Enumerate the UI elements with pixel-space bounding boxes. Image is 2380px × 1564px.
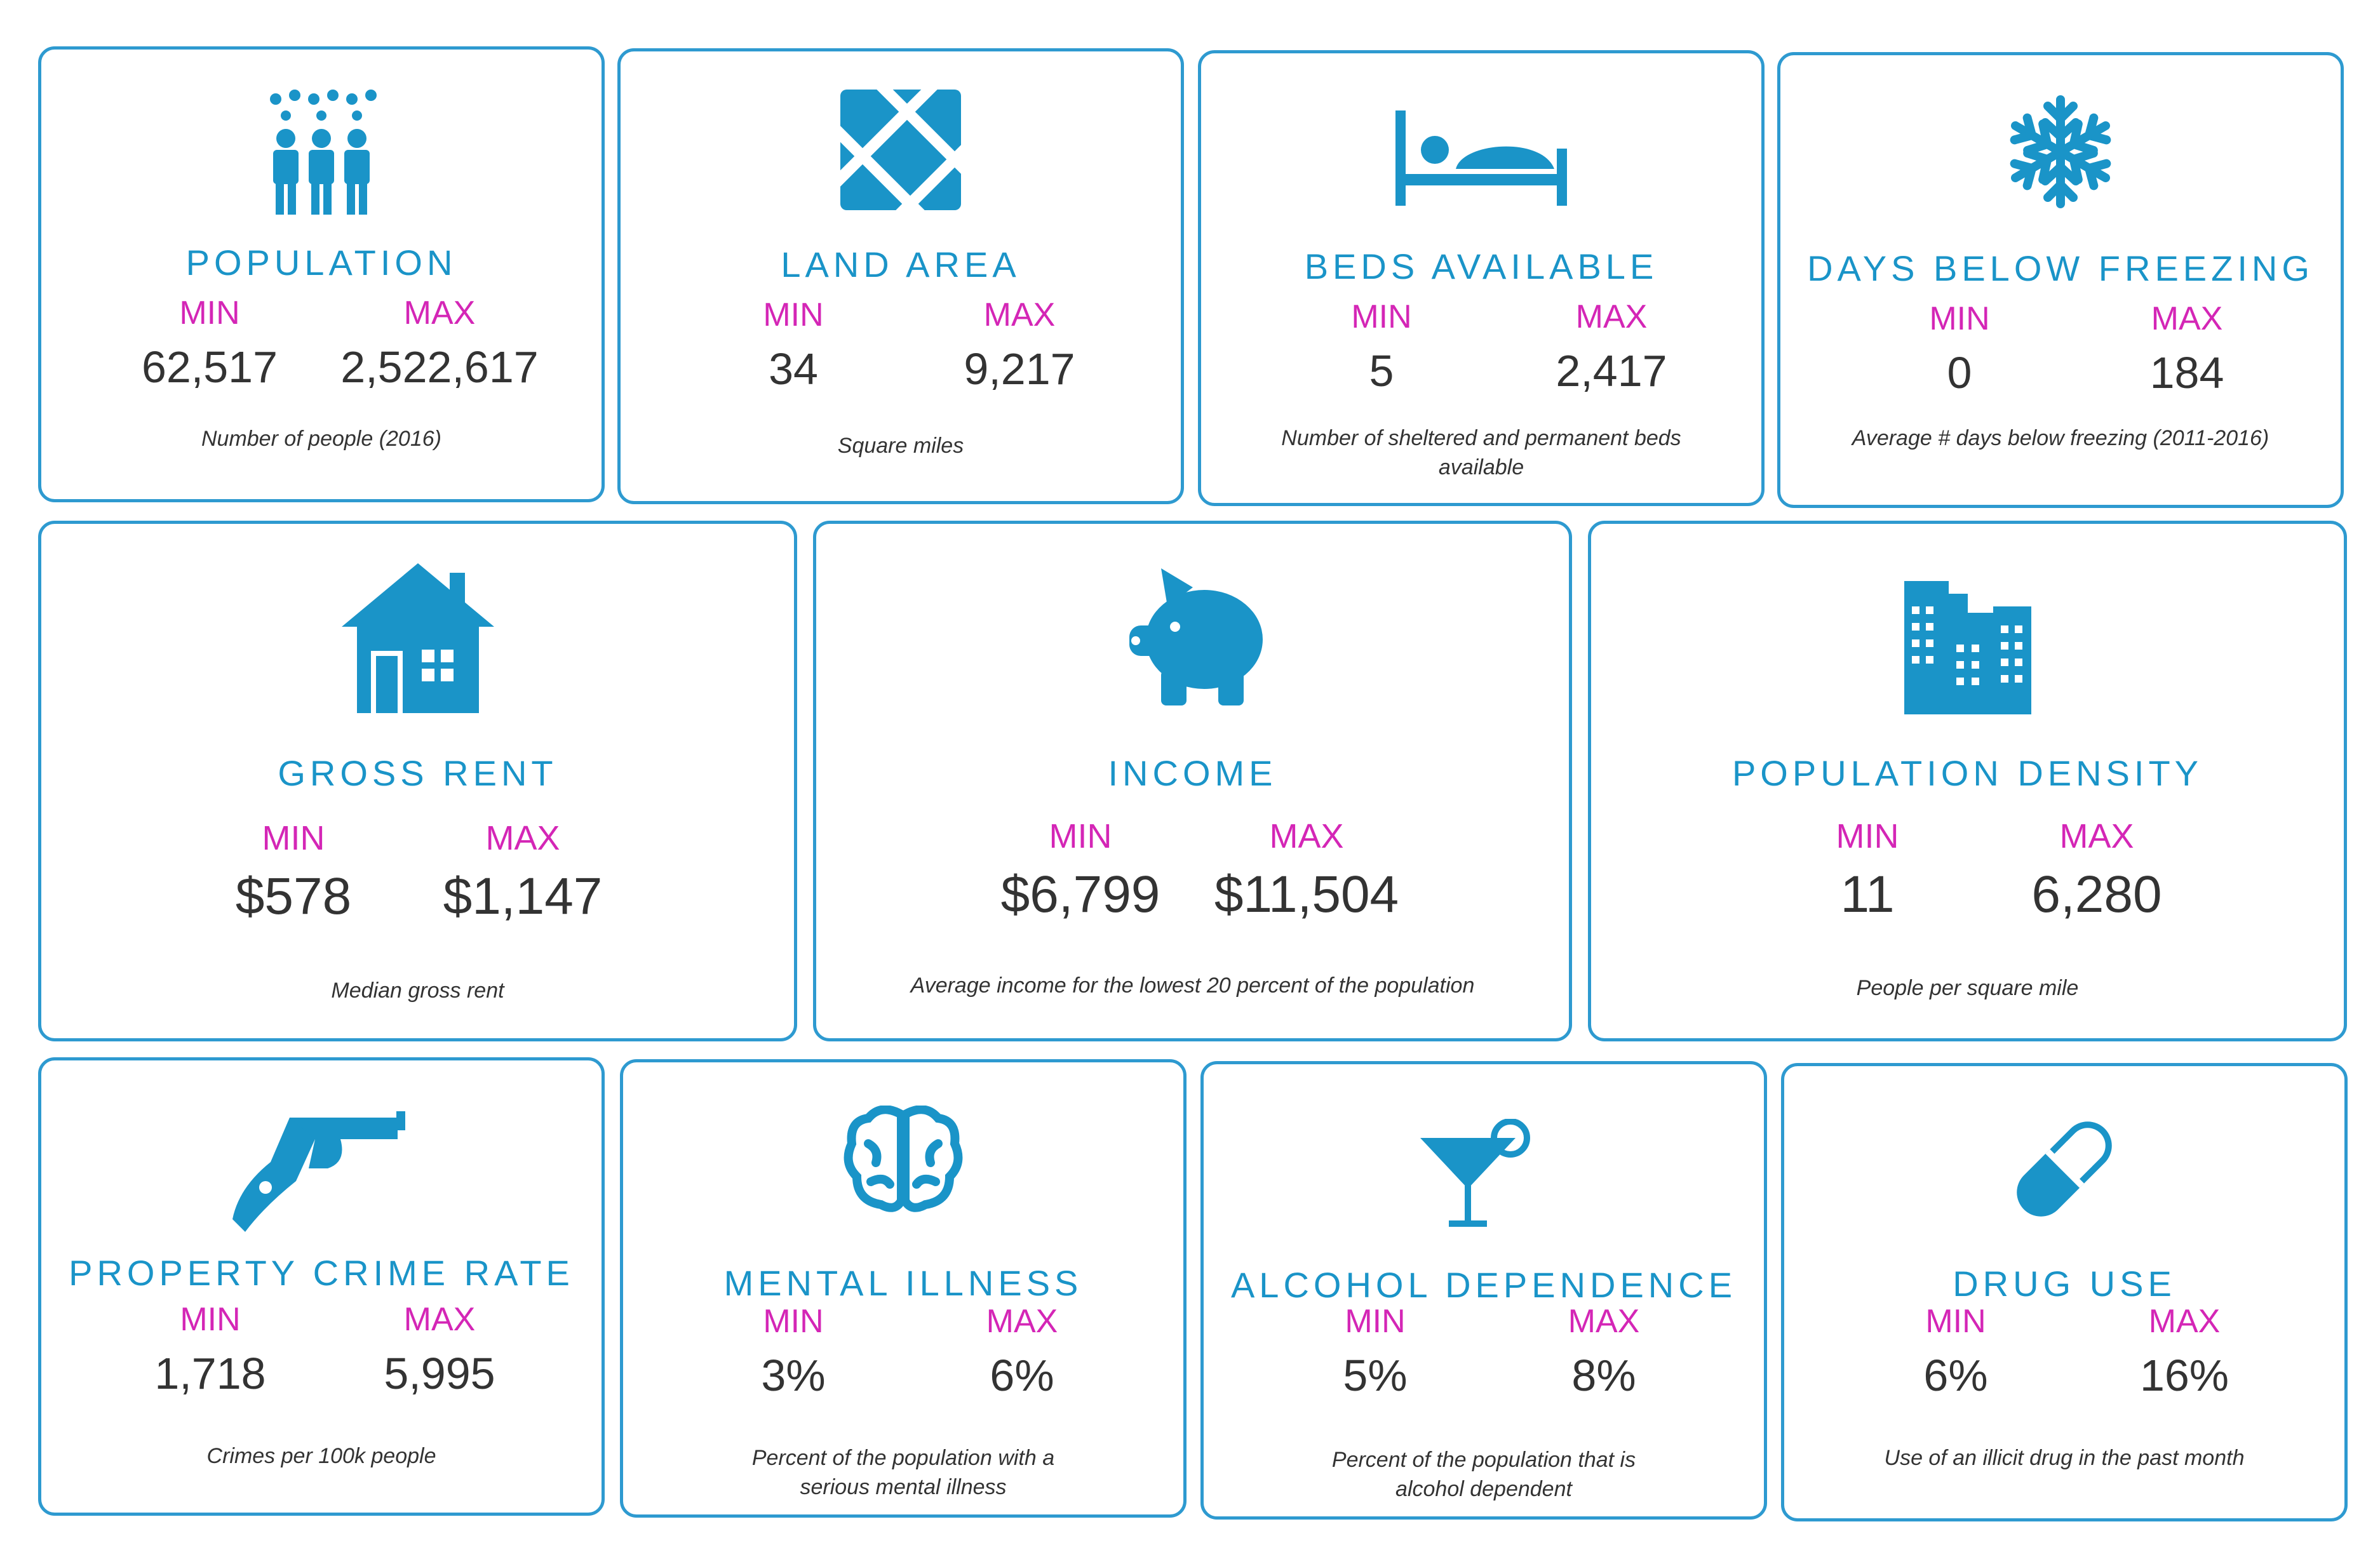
card-description: Median gross rent [331,979,504,1003]
min-label: MIN [262,819,325,857]
card-alcohol-dependence: ALCOHOL DEPENDENCE MIN 5% MAX 8% Percent o… [1200,1061,1767,1520]
max-value: 5,995 [384,1349,495,1398]
max-value: 8% [1571,1351,1636,1400]
min-value: $6,799 [1000,866,1160,923]
card-title: MENTAL ILLNESS [723,1263,1083,1303]
bed-icon [1395,110,1567,206]
min-value: 34 [769,344,818,394]
cocktail-icon [1420,1119,1530,1227]
pill-icon [2017,1121,2112,1217]
max-label: MAX [403,1301,476,1338]
card-land-area: LAND AREA MIN 34 MAX 9,217 Square miles [617,48,1184,504]
map-icon [840,90,961,210]
snowflake-icon [2010,95,2111,208]
min-label: MIN [1929,300,1990,337]
max-label: MAX [1575,298,1648,335]
max-label: MAX [1269,817,1344,855]
max-value: 6% [990,1351,1054,1400]
card-description: Average # days below freezing (2011-2016… [1852,426,2269,450]
people-icon [270,90,377,215]
card-drug-use: DRUG USE MIN 6% MAX 16% Use of an illicit … [1781,1063,2348,1521]
max-value: 6,280 [2031,866,2162,923]
house-icon [341,563,494,713]
card-title: LAND AREA [781,244,1021,284]
max-value: 2,417 [1556,346,1667,396]
min-value: 6% [1923,1351,1988,1400]
max-label: MAX [403,295,476,331]
card-gross-rent: GROSS RENT MIN $578 MAX $1,147 Median gros… [38,521,797,1041]
buildings-icon [1904,581,2031,714]
min-value: 5 [1369,346,1394,396]
max-value: 184 [2149,348,2224,398]
max-label: MAX [1568,1303,1640,1340]
card-title: POPULATION [185,243,457,283]
min-label: MIN [1925,1303,1986,1340]
max-value: 2,522,617 [340,342,539,392]
min-value: 1,718 [154,1349,266,1398]
max-label: MAX [485,819,560,857]
card-description: Square miles [837,434,964,458]
min-label: MIN [763,297,824,333]
min-label: MIN [179,295,240,331]
min-value: $578 [235,867,352,925]
min-value: 11 [1840,866,1895,923]
max-label: MAX [2148,1303,2221,1340]
min-label: MIN [1836,817,1899,855]
card-days-below-freezing: DAYS BELOW FREEZING MIN 0 MAX 184 Average … [1777,52,2344,508]
min-label: MIN [1049,817,1112,855]
min-value: 0 [1947,348,1972,398]
max-value: 16% [2139,1351,2229,1400]
card-property-crime-rate: PROPERTY CRIME RATE MIN 1,718 MAX 5,995 Cr… [38,1057,605,1516]
card-population: POPULATION MIN 62,517 MAX 2,522,617 Number… [38,46,605,502]
brain-icon [844,1106,963,1212]
card-description: Number of people (2016) [201,427,441,451]
card-title: DRUG USE [1953,1264,2176,1304]
min-value: 62,517 [141,342,278,392]
min-label: MIN [180,1301,241,1338]
min-label: MIN [1345,1303,1406,1340]
card-title: PROPERTY CRIME RATE [69,1253,574,1293]
min-label: MIN [763,1303,824,1340]
card-description: Average income for the lowest 20 percent… [910,973,1475,998]
card-title: ALCOHOL DEPENDENCE [1230,1265,1737,1305]
card-population-density: POPULATION DENSITY MIN 11 MAX 6,280 People… [1588,521,2347,1041]
max-value: $1,147 [443,867,603,925]
card-description: Percent of the population that is alcoho… [1331,1448,1636,1501]
card-title: INCOME [1108,753,1277,793]
card-description: Crimes per 100k people [206,1444,436,1468]
max-label: MAX [2059,817,2134,855]
max-label: MAX [986,1303,1058,1340]
min-value: 3% [761,1351,826,1400]
max-value: 9,217 [964,344,1075,394]
card-description: Use of an illicit drug in the past month [1884,1446,2245,1470]
max-label: MAX [2151,300,2223,337]
card-description: Number of sheltered and permanent beds a… [1281,426,1681,479]
card-title: BEDS AVAILABLE [1304,246,1658,286]
card-description: People per square mile [1856,976,2079,1000]
card-title: POPULATION DENSITY [1731,753,2203,793]
min-value: 5% [1343,1351,1408,1400]
max-value: $11,504 [1214,866,1399,923]
gun-icon [232,1111,405,1232]
card-mental-illness: MENTAL ILLNESS MIN 3% MAX 6% Percent of th… [620,1059,1187,1518]
piggy-bank-icon [1129,568,1263,705]
card-beds-available: BEDS AVAILABLE MIN 5 MAX 2,417 Number of s… [1198,50,1765,506]
card-title: DAYS BELOW FREEZING [1807,248,2314,288]
max-label: MAX [983,297,1056,333]
min-label: MIN [1351,298,1412,335]
card-description: Percent of the population with a serious… [751,1446,1055,1499]
card-income: INCOME MIN $6,799 MAX $11,504 Average inco… [813,521,1572,1041]
card-title: GROSS RENT [278,753,558,793]
